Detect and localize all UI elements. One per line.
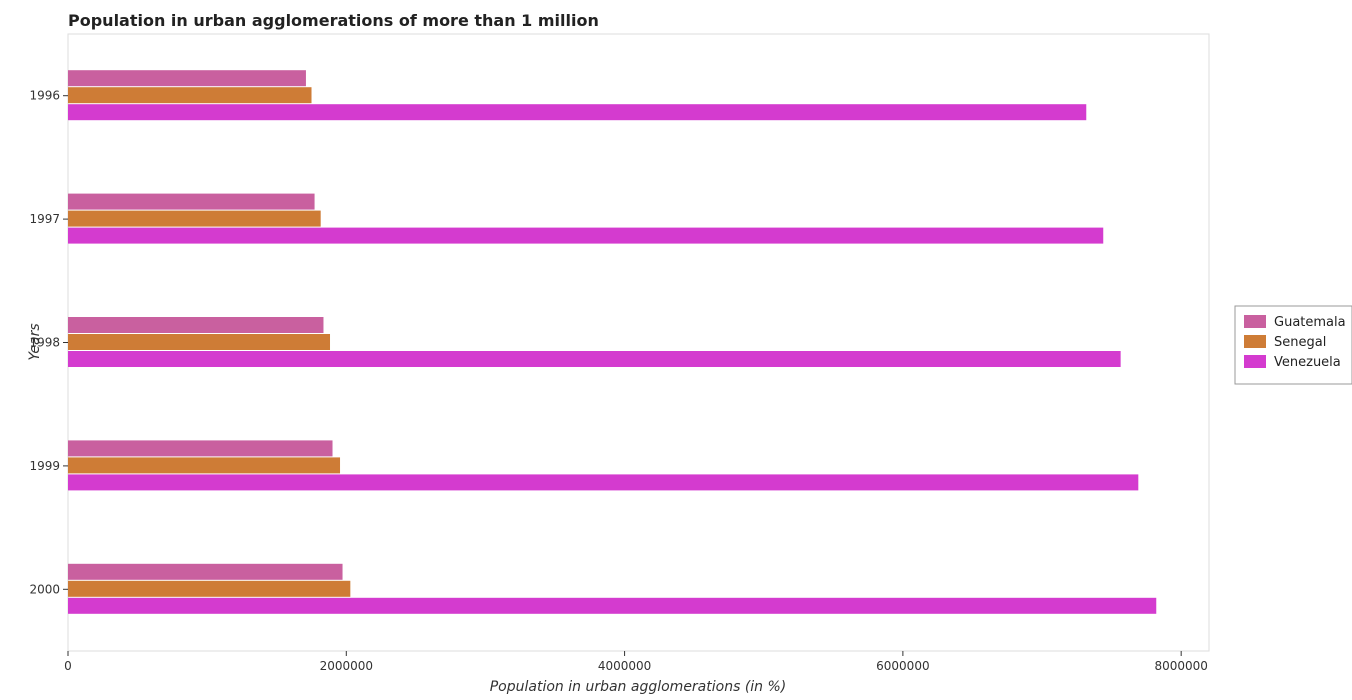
y-tick-label: 1999: [29, 459, 60, 473]
y-tick-label: 2000: [29, 582, 60, 596]
legend-label-guatemala: Guatemala: [1274, 315, 1346, 330]
chart-title: Population in urban agglomerations of mo…: [68, 11, 599, 30]
x-tick-label: 4000000: [598, 659, 651, 673]
legend: Guatemala Senegal Venezuela: [1234, 305, 1352, 385]
bar-guatemala-1998: [68, 317, 324, 333]
y-axis-label: Years: [27, 323, 43, 360]
bars-layer: [68, 70, 1157, 614]
bar-venezuela-1997: [68, 227, 1104, 244]
bar-venezuela-1998: [68, 351, 1121, 367]
y-tick-label: 1998: [29, 336, 60, 350]
bar-senegal-1998: [68, 334, 331, 350]
bar-senegal-2000: [68, 580, 351, 597]
legend-swatch-venezuela: [1244, 355, 1266, 368]
legend-label-venezuela: Venezuela: [1274, 355, 1341, 370]
axes-layer: 0 2000000 4000000 6000000 8000000 1996 1997 199…: [29, 89, 1207, 673]
bar-guatemala-2000: [68, 563, 343, 580]
bar-guatemala-1996: [68, 70, 306, 87]
x-tick-label: 0: [64, 659, 72, 673]
bar-guatemala-1999: [68, 440, 333, 457]
x-axis-label: Population in urban agglomerations (in %…: [490, 679, 787, 695]
bar-senegal-1996: [68, 87, 312, 104]
legend-label-senegal: Senegal: [1274, 335, 1326, 350]
bar-senegal-1999: [68, 457, 341, 474]
bar-venezuela-1996: [68, 104, 1087, 121]
y-tick-label: 1996: [29, 89, 60, 103]
bar-venezuela-2000: [68, 597, 1157, 614]
bar-senegal-1997: [68, 210, 321, 227]
bar-guatemala-1997: [68, 193, 315, 210]
legend-swatch-senegal: [1244, 335, 1266, 348]
y-tick-label: 1997: [29, 212, 60, 226]
x-tick-label: 2000000: [320, 659, 373, 673]
x-tick-label: 8000000: [1154, 659, 1207, 673]
x-tick-label: 6000000: [876, 659, 929, 673]
bar-venezuela-1999: [68, 474, 1139, 491]
legend-swatch-guatemala: [1244, 315, 1266, 328]
